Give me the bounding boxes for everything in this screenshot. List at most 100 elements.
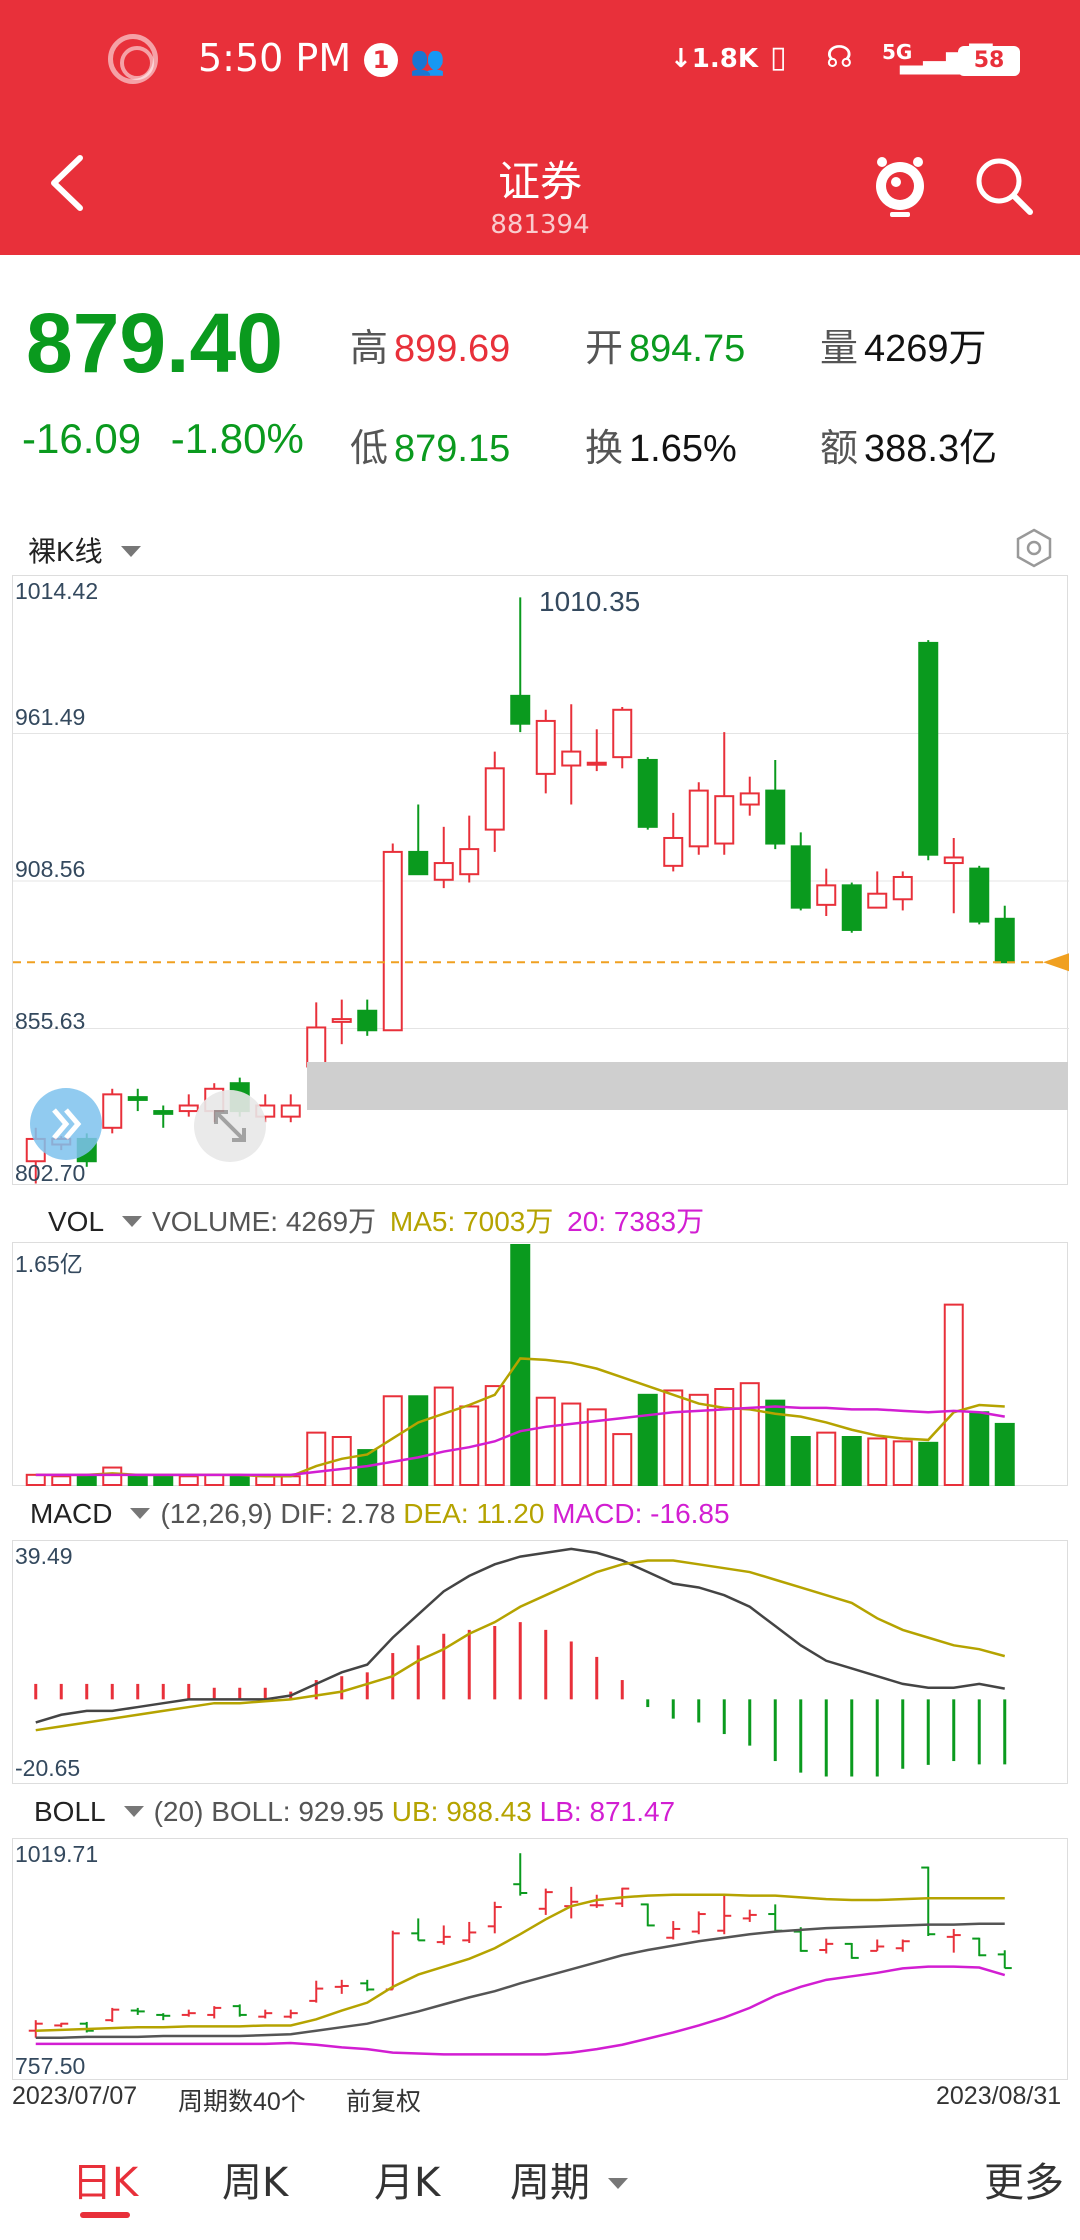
tab-monthly[interactable]: 月K <box>374 2160 441 2206</box>
vol-ma20-text: 20: 7383万 <box>567 1206 705 1237</box>
fullscreen-button[interactable] <box>194 1090 266 1162</box>
adjust-mode: 前复权 <box>346 2088 422 2116</box>
volume-bar-down <box>969 1411 990 1486</box>
volume-bar-up <box>484 1385 505 1486</box>
candle-down <box>408 850 429 876</box>
tab-period[interactable]: 周期 <box>510 2150 638 2208</box>
volume-panel[interactable]: 1.65亿 <box>12 1242 1069 1487</box>
volume-bar-down <box>76 1475 97 1486</box>
volume-bar-up <box>433 1386 454 1486</box>
vol-max-label: 1.65亿 <box>15 1251 83 1277</box>
volume-bar-down <box>637 1393 658 1486</box>
caret-down-icon <box>130 1508 151 1520</box>
vol-ma5-text: MA5: 7003万 <box>389 1206 554 1237</box>
volume-bar-down <box>153 1475 174 1486</box>
mascot-icon[interactable] <box>868 152 932 222</box>
quote-amount: 额 388.3亿 <box>820 417 997 472</box>
volume-bar-down <box>408 1395 429 1486</box>
volume-bar-down <box>841 1436 862 1486</box>
volume-bar-up <box>688 1393 709 1486</box>
kline-ytick: 855.63 <box>15 1008 86 1034</box>
volume-bar-up <box>280 1475 301 1486</box>
candle-up <box>306 1026 327 1068</box>
gap-highlight <box>307 1062 1068 1110</box>
volume-bar-up <box>612 1433 633 1487</box>
boll-panel[interactable]: 1019.71 757.50 <box>12 1838 1068 2080</box>
volume-chart[interactable] <box>13 1243 1069 1487</box>
candle-up <box>586 761 607 766</box>
boll-header[interactable]: BOLL (20) BOLL: 929.95 UB: 988.43 LB: 871… <box>34 1796 675 1828</box>
macd-dea-text: DEA: 11.20 <box>403 1498 545 1529</box>
ma20-line <box>35 1405 1005 1477</box>
candle-up <box>688 789 709 848</box>
sector-code: 881394 <box>490 210 590 240</box>
macd-header[interactable]: MACD (12,26,9) DIF: 2.78 DEA: 11.20 MACD:… <box>30 1498 730 1530</box>
boll-upper-line <box>35 1893 1005 2032</box>
candle-down <box>969 867 990 923</box>
candle-down <box>994 917 1015 964</box>
kline-panel[interactable]: 1014.42 961.49 908.56 855.63 802.70 1010… <box>12 575 1069 1186</box>
double-chevron-icon <box>52 1108 82 1140</box>
caret-down-icon <box>122 1216 143 1228</box>
boll-mid-text: BOLL: 929.95 <box>211 1796 384 1827</box>
candle-down <box>765 789 786 845</box>
boll-chart[interactable] <box>13 1839 1069 2081</box>
boll-ub-text: UB: 988.43 <box>391 1796 532 1827</box>
headset-icon: ☊ <box>826 40 853 75</box>
period-tabs: 日K 周K 月K 周期 更多 <box>0 2130 1080 2240</box>
candle-down <box>127 1096 148 1101</box>
candle-up <box>714 795 735 845</box>
open-value: 894.75 <box>629 328 746 370</box>
expand-button[interactable] <box>30 1088 102 1160</box>
candle-up <box>663 836 684 867</box>
macd-chart[interactable] <box>13 1541 1069 1785</box>
macd-value-text: MACD: -16.85 <box>552 1498 730 1529</box>
low-value: 879.15 <box>394 428 511 470</box>
kline-chart[interactable] <box>13 576 1069 1186</box>
candle-up <box>943 856 964 865</box>
volume-bar-up <box>586 1408 607 1486</box>
dif-line <box>35 1547 1005 1724</box>
kline-ytick: 908.56 <box>15 856 86 882</box>
turnover-value: 1.65% <box>629 428 737 470</box>
candle-down <box>918 641 939 856</box>
more-button[interactable]: 更多 <box>984 2160 1064 2206</box>
candle-up <box>561 750 582 767</box>
high-value: 899.69 <box>394 328 511 370</box>
amount-label: 额 <box>820 428 859 470</box>
amount-value: 388.3亿 <box>864 428 998 470</box>
macd-name: MACD <box>30 1498 113 1529</box>
volume-bar-down <box>918 1441 939 1486</box>
volume-bar-down <box>790 1436 811 1486</box>
volume-bar-up <box>204 1473 225 1486</box>
volume-bar-up <box>663 1389 684 1486</box>
candle-down <box>510 694 531 725</box>
volume-bar-up <box>102 1466 123 1487</box>
settings-hexagon-icon[interactable] <box>1012 526 1056 570</box>
chevron-left-icon[interactable] <box>40 148 100 218</box>
macd-panel[interactable]: 39.49 -20.65 <box>12 1540 1068 1784</box>
volume-bar-down <box>510 1244 531 1486</box>
turnover-label: 换 <box>585 428 624 470</box>
dea-line <box>35 1559 1006 1732</box>
volume-bar-up <box>255 1475 276 1486</box>
macd-dif-text: DIF: 2.78 <box>280 1498 396 1529</box>
volume-bar-down <box>994 1422 1015 1486</box>
kline-mode-select[interactable]: 裸K线 <box>28 530 151 570</box>
quote-volume: 量 4269万 <box>820 317 987 372</box>
open-label: 开 <box>585 328 624 370</box>
macd-max-label: 39.49 <box>15 1543 73 1569</box>
quote-turnover: 换 1.65% <box>585 417 737 472</box>
candle-up <box>459 848 480 876</box>
status-bar: 5:50 PM 1 👥 ↓1.8K ▯ ☊ 5G ▂▃▅▇ 58 <box>0 0 1080 120</box>
tab-period-label: 周期 <box>510 2160 590 2206</box>
volume-bar-up <box>892 1440 913 1486</box>
vol-header[interactable]: VOL VOLUME: 4269万 MA5: 7003万 20: 7383万 <box>48 1200 704 1240</box>
boll-params: (20) <box>153 1796 204 1827</box>
search-icon[interactable] <box>972 154 1036 218</box>
volume-bar-down <box>127 1475 148 1486</box>
tab-weekly[interactable]: 周K <box>222 2160 289 2206</box>
tab-daily[interactable]: 日K <box>72 2150 138 2218</box>
candle-up <box>816 884 837 906</box>
volume-bar-down <box>229 1475 250 1486</box>
